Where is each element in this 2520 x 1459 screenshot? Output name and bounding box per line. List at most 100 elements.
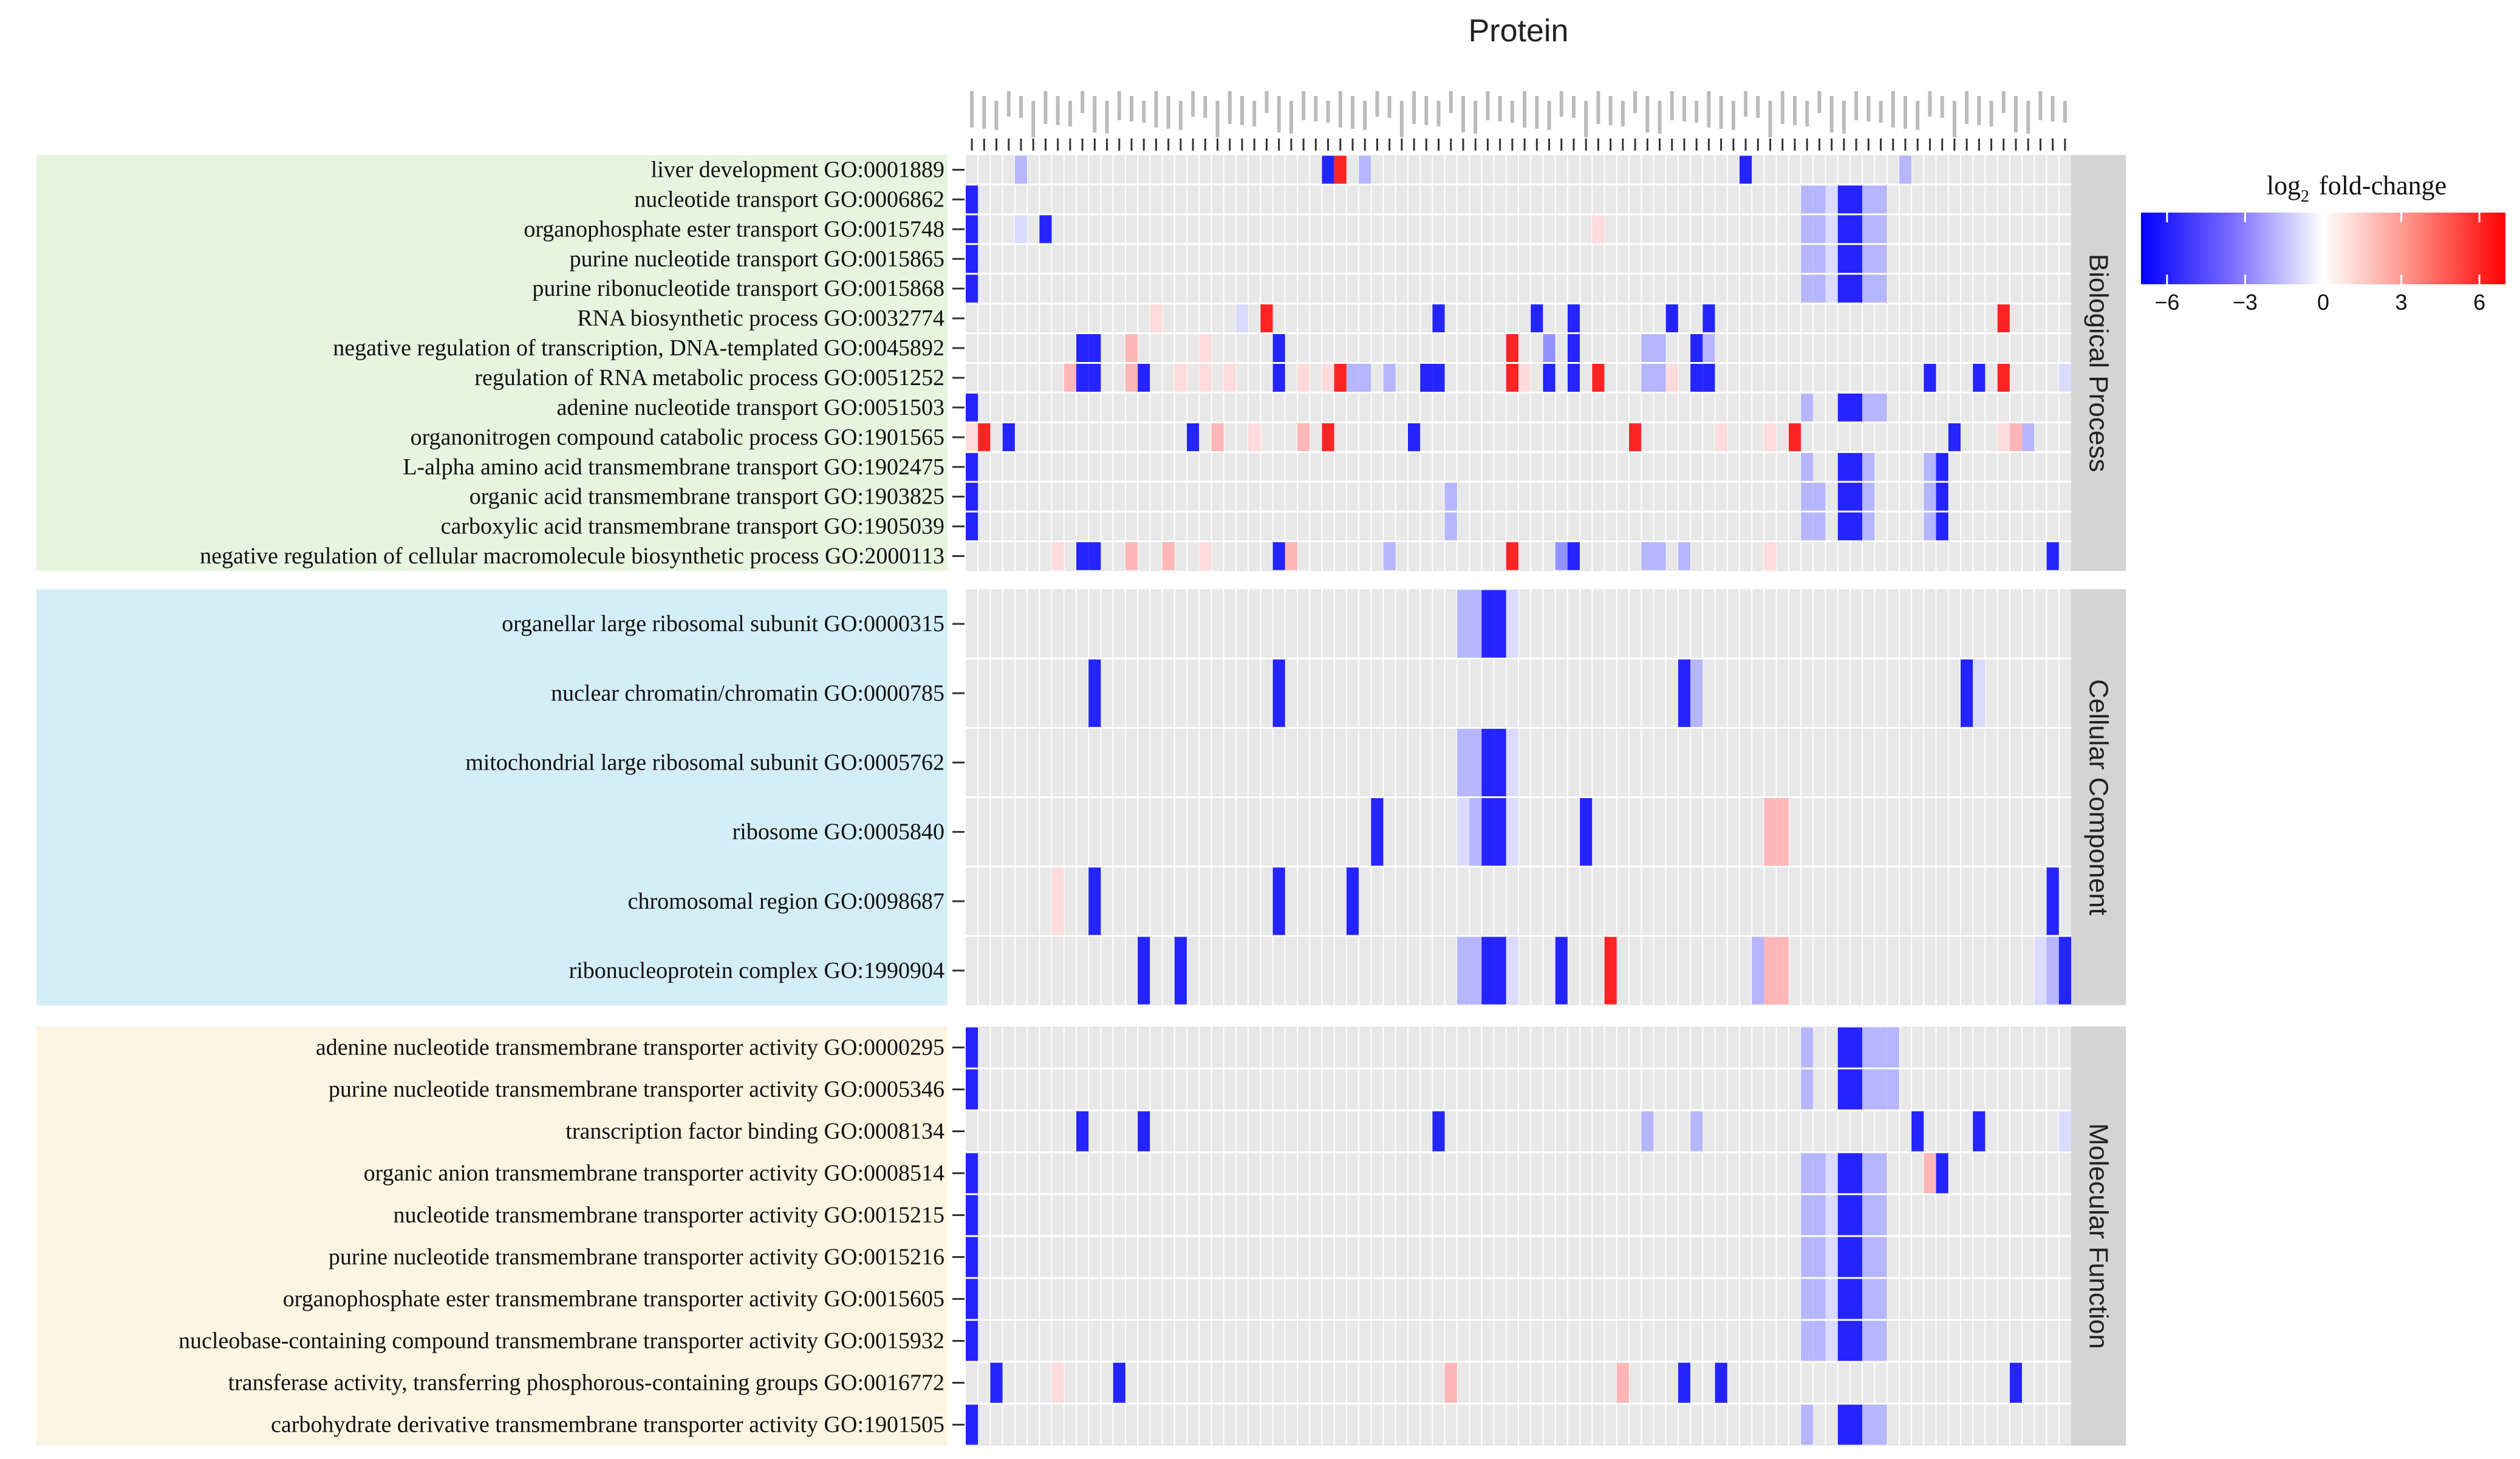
column-tick-label-mark [1780,91,1784,124]
column-tick-label-mark [1658,101,1662,134]
heatmap-cell [1518,364,1531,392]
heatmap-cell [1432,364,1445,392]
column-tick-label-mark [1523,91,1527,128]
row-label: organophosphate ester transport GO:00157… [524,216,944,242]
legend-tick-label: 3 [2395,290,2408,315]
heatmap-cell [1150,304,1163,333]
heatmap-cell [1297,364,1310,392]
heatmap-cell [1555,542,1568,570]
heatmap-cell [1272,334,1285,362]
heatmap-cell [1051,1362,1064,1403]
heatmap-cell [1138,937,1150,1005]
facet-strips: Biological Process Cellular Component Mole… [2071,155,2126,1446]
heatmap-cell [1297,423,1310,451]
column-tick-label-mark [1178,101,1183,130]
column-tick-label-mark [1854,91,1859,120]
heatmap-cell [1456,937,1470,1005]
heatmap-cell [978,423,991,451]
heatmap-cell [1973,364,1986,392]
facet-band-1 [36,589,948,1005]
row-label: adenine nucleotide transmembrane transpo… [316,1035,944,1061]
row-label: RNA biosynthetic process GO:0032774 [577,306,944,331]
heatmap-cell [1456,798,1470,866]
legend-tick-label: 0 [2317,290,2329,315]
heatmap-cell [1543,334,1555,362]
column-tick-label-mark [1154,91,1158,128]
heatmap-cell [1543,364,1555,392]
heatmap-cell [1862,1153,1875,1194]
heatmap-cell [1813,1153,1826,1194]
facet-label: Biological Process [2084,254,2114,473]
heatmap-cell [1850,482,1863,511]
heatmap-cell [1850,1069,1863,1110]
heatmap-cell [1997,423,2010,451]
heatmap-cell [1138,1111,1150,1152]
heatmap-cell [1887,1027,1899,1068]
legend-title-rest: fold-change [2319,171,2447,200]
heatmap-cell [966,512,978,541]
row-label: transcription factor binding GO:0008134 [565,1119,944,1144]
legend-title-sub: 2 [2301,187,2309,206]
heatmap-cell [1764,542,1777,570]
heatmap-cell [1837,1195,1850,1235]
row-label: transferase activity, transferring phosp… [228,1370,944,1396]
heatmap-cell [1874,1195,1887,1235]
column-tick-label-mark [1436,101,1441,126]
heatmap-cell [1051,542,1064,570]
heatmap-cell [1715,423,1727,451]
heatmap-cell [1813,512,1826,541]
column-tick-label-mark [1326,101,1330,123]
column-tick-label-mark [1252,101,1257,126]
heatmap-cell [1432,1111,1445,1152]
column-tick-label-mark [1952,101,1956,137]
column-tick-label-mark [1744,91,1748,117]
column-tick-label-mark [1314,96,1318,121]
heatmap-cell [1088,867,1101,935]
column-tick-label-mark [1486,91,1490,120]
facet-label: Molecular Function [2084,1123,2114,1349]
heatmap-cell [1801,1237,1814,1277]
heatmap-cell [1653,334,1666,362]
heatmap-cell [1776,937,1789,1005]
column-tick-label-mark [1302,91,1306,120]
heatmap-cell [1813,185,1826,214]
row-label: regulation of RNA metabolic process GO:0… [474,365,944,391]
heatmap-cell [1051,867,1064,935]
heatmap-cell [1702,304,1715,333]
heatmap-cell [1862,1237,1875,1277]
heatmap-cell [1076,542,1089,570]
column-tick-label-mark [1203,96,1207,118]
heatmap-cell [1924,453,1936,481]
heatmap-cell [1592,364,1605,392]
heatmap-cell [1494,728,1506,796]
legend-colorbar [2141,213,2505,284]
heatmap-cell [1014,215,1028,244]
legend-title-log: log [2267,171,2301,200]
heatmap-cell [1862,1279,1875,1319]
heatmap-cell [1174,937,1187,1005]
heatmap-cell [1899,155,1912,184]
heatmap-cell [1997,304,2010,333]
heatmap-cell [1187,423,1200,451]
heatmap-cell [1924,512,1936,541]
row-label: mitochondrial large ribosomal subunit GO… [465,750,944,775]
column-tick-label-mark [1056,96,1060,125]
heatmap-cell [1936,512,1948,541]
heatmap-cell [1837,275,1850,303]
heatmap-cell [1837,185,1850,214]
row-label: chromosomal region GO:0098687 [628,889,944,914]
heatmap-cell [1862,1027,1875,1068]
heatmap-cell [1481,590,1494,658]
column-tick-label-mark [2001,91,2006,113]
row-label: carboxylic acid transmembrane transport … [441,514,944,539]
heatmap-cell [1088,364,1101,392]
heatmap-cell [1911,1111,1924,1152]
column-tick-label-mark [1387,96,1391,118]
heatmap-cell [1850,1027,1863,1068]
facet-label: Cellular Component [2084,679,2114,915]
heatmap-cell [1481,937,1494,1005]
row-label: purine ribonucleotide transport GO:00158… [532,276,944,301]
row-label: purine nucleotide transmembrane transpor… [329,1245,944,1270]
row-label: ribonucleoprotein complex GO:1990904 [569,958,944,983]
